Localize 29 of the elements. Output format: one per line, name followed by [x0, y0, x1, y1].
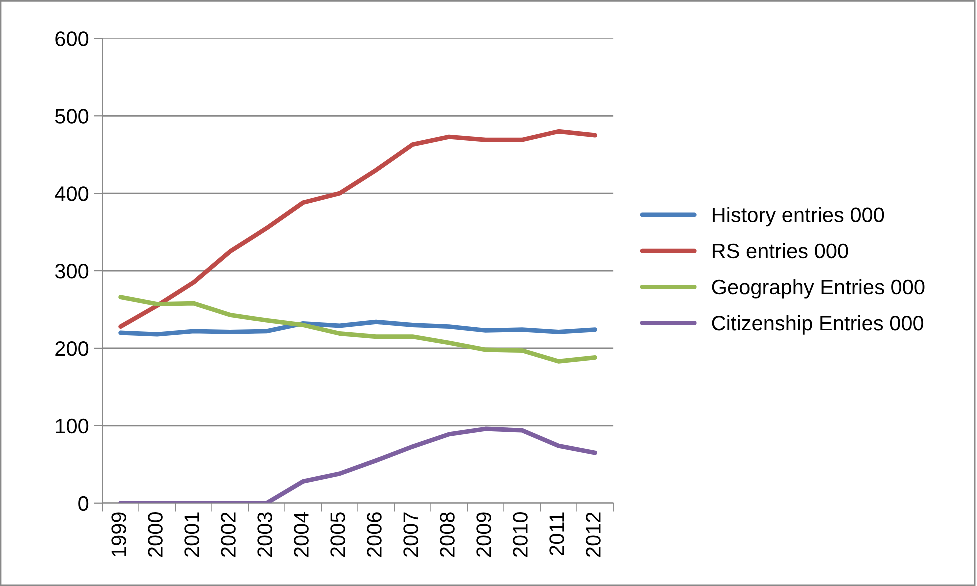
x-tick-label: 2005: [330, 512, 346, 557]
line-series: [118, 129, 598, 330]
y-tick-label: 100: [56, 418, 89, 434]
x-tick-label: 2011: [550, 512, 564, 556]
x-tick-label: 2003: [258, 512, 272, 557]
y-tick-label: 500: [55, 109, 89, 124]
y-tick-label: 400: [55, 186, 89, 202]
y-tick-label: 200: [56, 341, 89, 356]
legend-label: Citizenship Entries 000: [712, 315, 924, 335]
legend-label: RS entries 000: [712, 243, 848, 259]
legend-label: History entries 000: [712, 207, 884, 227]
x-tick-label: 2008: [440, 512, 455, 557]
y-tick-label: 300: [55, 264, 89, 279]
x-tick-label: 2006: [367, 512, 382, 557]
x-tick-label: 2001: [184, 512, 200, 557]
x-tick-label: 2002: [221, 512, 236, 557]
x-tick-label: 2000: [148, 512, 163, 557]
x-tick-label: 2007: [404, 512, 418, 557]
x-tick-label: 2004: [294, 512, 309, 557]
y-tick-label: 600: [56, 32, 89, 46]
x-tick-label: 2009: [476, 512, 492, 557]
x-tick-label: 1999: [112, 512, 126, 556]
line-series: [118, 295, 598, 364]
y-tick-label: 0: [78, 496, 89, 512]
x-tick-label: 2010: [513, 512, 528, 557]
x-tick-label: 2012: [586, 512, 601, 557]
line-series: [118, 320, 598, 337]
line-series: [118, 426, 598, 504]
legend-label: Geography Entries 000: [712, 279, 925, 299]
